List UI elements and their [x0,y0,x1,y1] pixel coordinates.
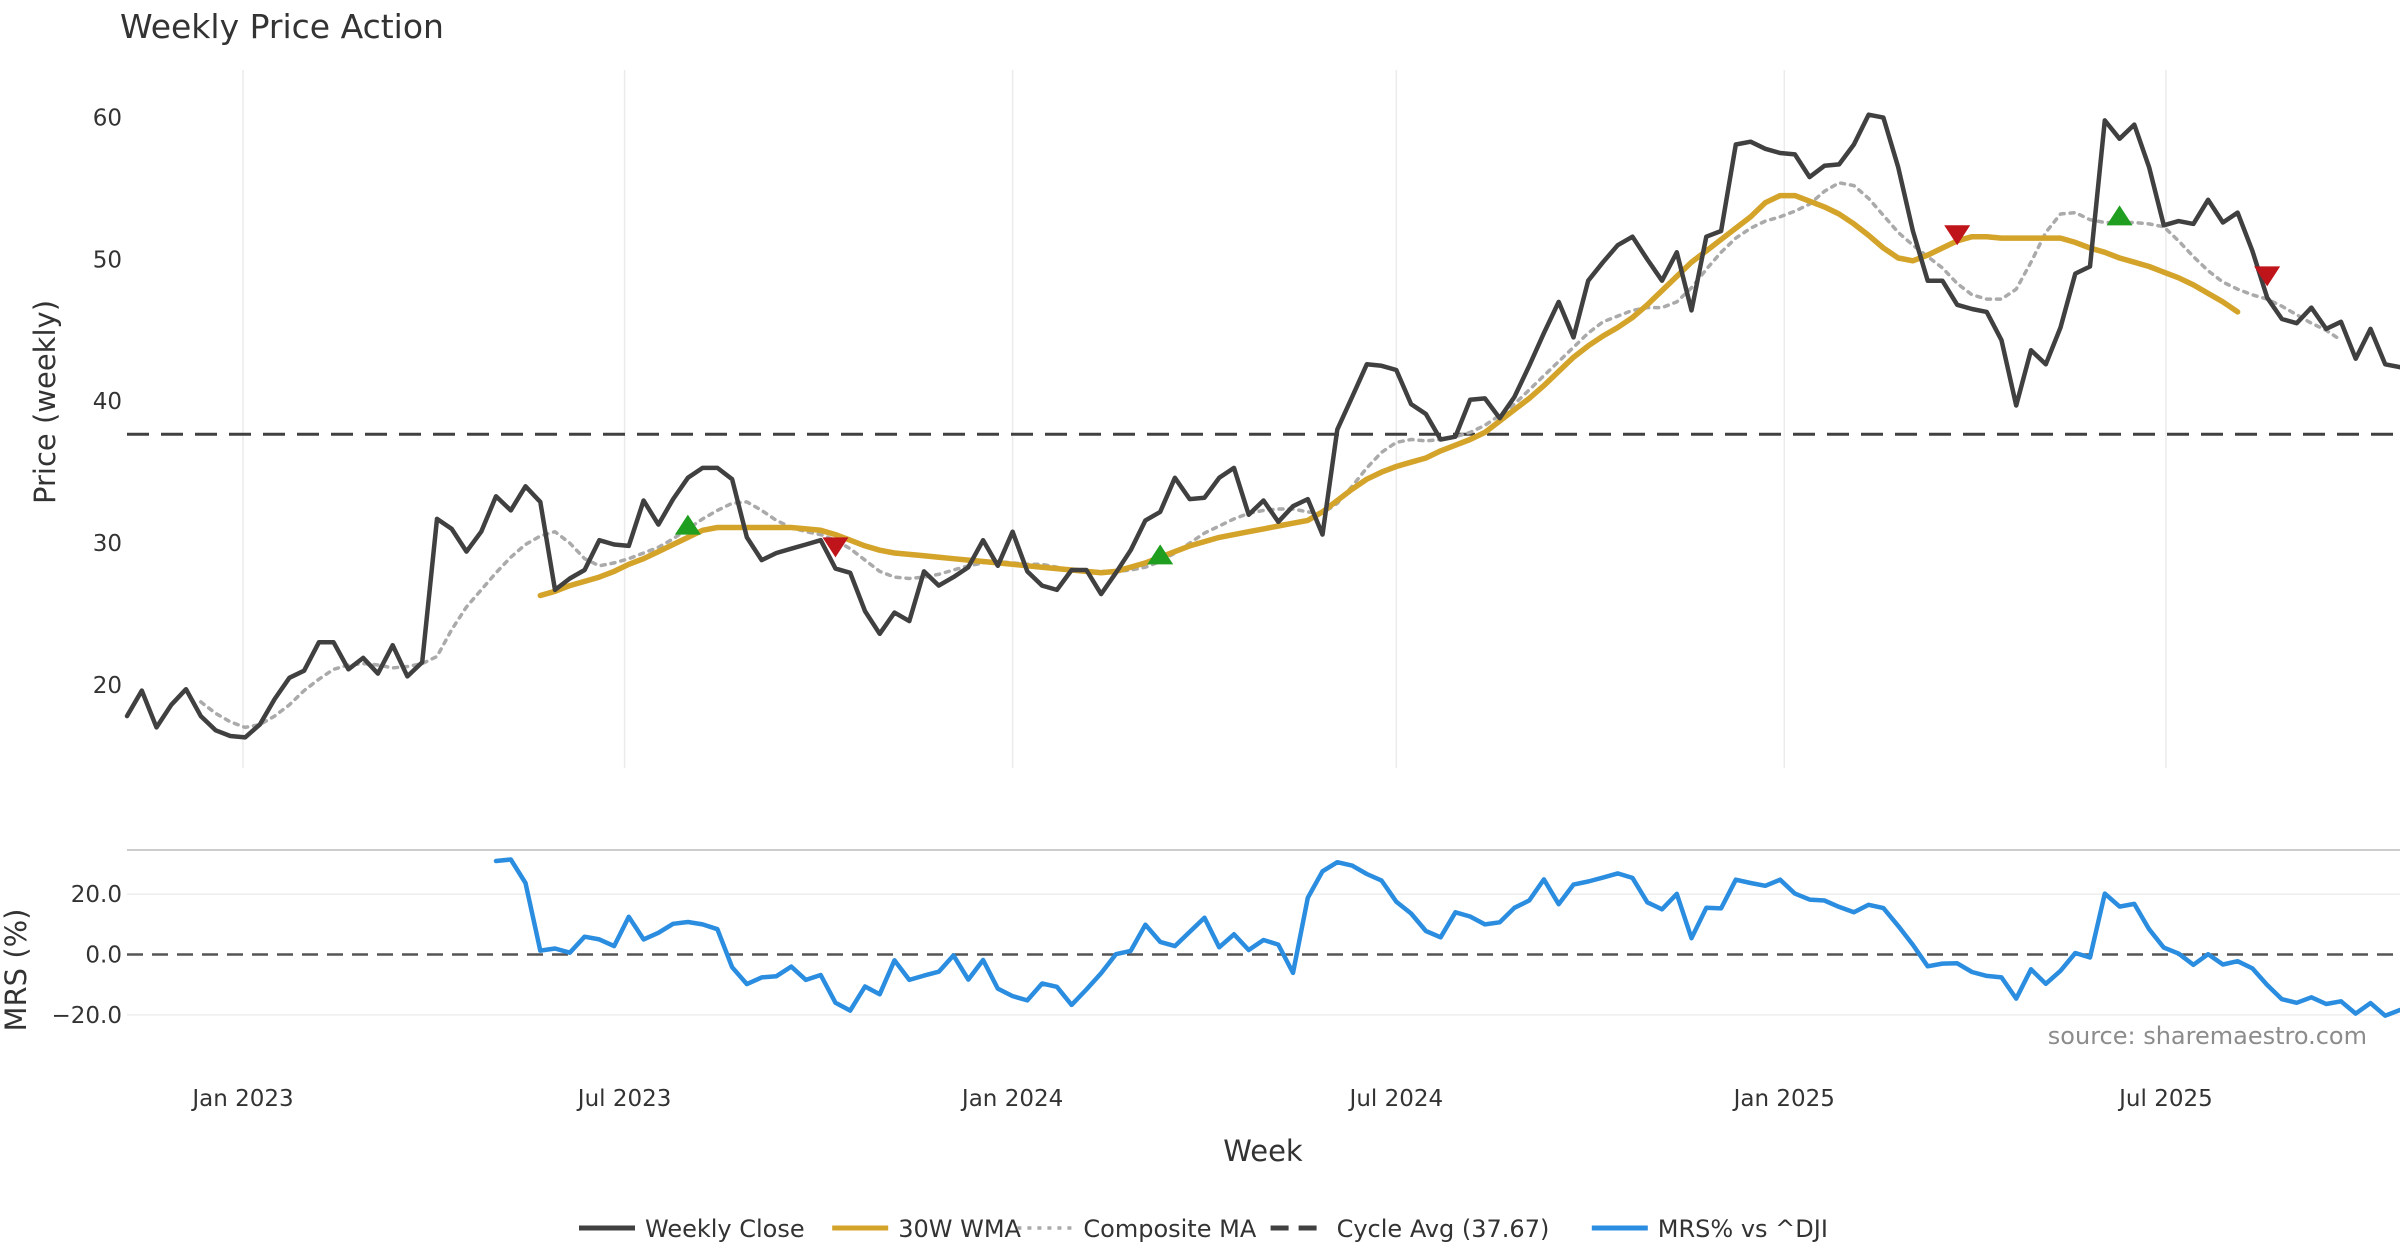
x-tick-label: Jan 2024 [960,1086,1063,1112]
price-y-ticks: 20 30 40 50 60 [93,106,122,699]
series-composite-ma [199,181,2343,730]
mrs-y-tick-label: 20.0 [71,882,122,908]
sell-signal-marker [2254,266,2281,287]
legend-label: Composite MA [1083,1215,1256,1243]
x-tick-label: Jul 2024 [1348,1086,1444,1112]
price-y-tick-label: 30 [93,531,122,557]
x-tick-label: Jan 2023 [190,1086,293,1112]
price-series-group [124,112,2400,740]
price-panel-grid [242,70,2167,768]
x-tick-label: Jul 2025 [2117,1086,2213,1112]
x-axis-label: Week [1223,1134,1303,1168]
series-mrs-vs-dji [493,857,2400,1018]
price-y-tick-label: 60 [93,106,122,132]
price-y-tick-label: 20 [93,673,122,699]
mrs-series-group [493,857,2400,1018]
price-y-axis-label: Price (weekly) [28,300,62,504]
x-tick-label: Jan 2025 [1732,1086,1835,1112]
mrs-y-tick-label: −20.0 [52,1003,122,1029]
x-tick-label: Jul 2023 [576,1086,672,1112]
series-30w-wma [537,192,2241,599]
price-y-tick-label: 50 [93,247,122,273]
legend-item-composite-ma: Composite MA [1017,1215,1257,1243]
price-y-tick-label: 40 [93,389,122,415]
buy-signal-marker [1147,544,1174,565]
mrs-panel-grid [127,893,2400,1016]
chart-title: Weekly Price Action [120,7,444,46]
sell-signal-marker [1944,225,1971,246]
legend-item-30w-wma: 30W WMA [832,1215,1022,1243]
legend: Weekly Close 30W WMA Composite MA Cycle Avg… [579,1215,1828,1243]
legend-label: Weekly Close [645,1215,805,1243]
buy-signal-marker [2106,205,2133,226]
legend-item-weekly-close: Weekly Close [579,1215,805,1243]
legend-label: Cycle Avg (37.67) [1337,1215,1550,1243]
mrs-y-tick-label: 0.0 [85,943,122,969]
source-annotation: source: sharemaestro.com [2048,1022,2367,1050]
legend-item-mrs-vs-dji: MRS% vs ^DJI [1591,1215,1828,1243]
signal-markers [674,205,2281,565]
mrs-y-axis-label: MRS (%) [0,909,33,1032]
legend-label: MRS% vs ^DJI [1658,1215,1828,1243]
sell-signal-marker [822,537,849,558]
legend-label: 30W WMA [898,1215,1021,1243]
buy-signal-marker [674,514,701,535]
mrs-y-ticks: 20.0 0.0 −20.0 [52,882,122,1029]
x-ticks: Jan 2023 Jul 2023 Jan 2024 Jul 2024 Jan 2025… [190,1086,2212,1112]
series-weekly-close [124,112,2400,740]
legend-item-cycle-avg-37-67: Cycle Avg (37.67) [1270,1215,1550,1243]
